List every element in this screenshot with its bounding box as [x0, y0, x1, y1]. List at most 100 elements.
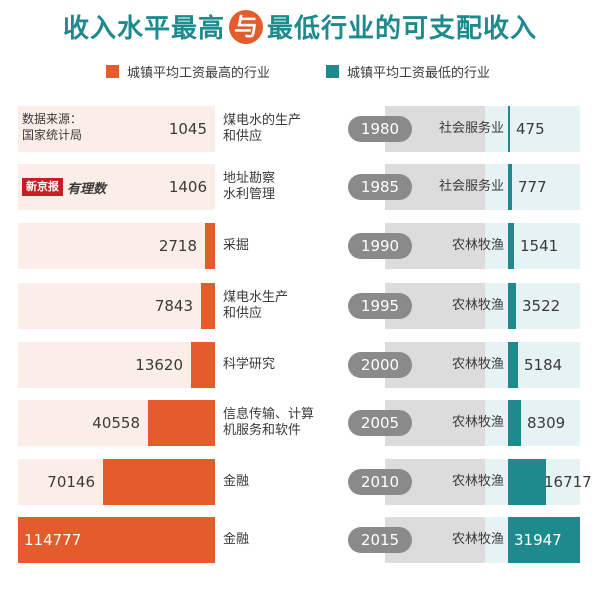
- low-value-label: 1541: [520, 237, 559, 255]
- high-value-label: 7843: [154, 297, 193, 315]
- high-bar: [201, 283, 215, 329]
- low-bar: [508, 400, 521, 446]
- low-bar-track: [508, 106, 580, 152]
- low-bar-track-start: [485, 106, 508, 152]
- low-bar-track-start: [485, 283, 508, 329]
- high-value-label: 2718: [158, 237, 197, 255]
- high-industry-label: 信息传输、计算 机服务和软件: [223, 400, 363, 446]
- low-industry-label: 农林牧渔: [451, 357, 504, 372]
- low-bar: [508, 459, 546, 505]
- chart-row: 1045 475 煤电水的生产 和供应 社会服务业 1980 数据来源： 国家统计局: [18, 106, 580, 152]
- low-value-label: 777: [518, 178, 547, 196]
- high-industry-line: 机服务和软件: [223, 423, 302, 438]
- legend-low: 城镇平均工资最低的行业: [326, 62, 490, 81]
- low-industry-label: 农林牧渔: [451, 238, 504, 253]
- publisher-logo-brand: 新京报: [22, 178, 63, 196]
- high-bar: [191, 342, 215, 388]
- legend-high-swatch: [106, 65, 119, 78]
- high-industry-line: 科学研究: [223, 357, 276, 372]
- low-bar: [508, 223, 514, 269]
- high-value-label: 1406: [168, 178, 207, 196]
- low-industry-label: 农林牧渔: [451, 298, 504, 313]
- low-bar: [508, 342, 518, 388]
- high-industry-label: 煤电水的生产 和供应: [223, 106, 363, 152]
- low-industry-label: 社会服务业: [438, 121, 504, 136]
- high-bar-track: [18, 283, 215, 329]
- high-industry-label: 科学研究: [223, 342, 363, 388]
- low-value-label: 16717: [544, 473, 592, 491]
- high-bar: [148, 400, 215, 446]
- high-industry-label: 煤电水生产 和供应: [223, 283, 363, 329]
- low-bar: [508, 283, 516, 329]
- high-industry-line: 和供应: [223, 129, 263, 144]
- high-value-label: 114777: [24, 531, 82, 549]
- high-bar-track: [18, 342, 215, 388]
- chart-row: 1406 777 地址勘察 水利管理 社会服务业 1985 新京报 有理数: [18, 164, 580, 210]
- low-bar-track-start: [485, 164, 508, 210]
- year-badge: 1995: [348, 293, 412, 319]
- high-value-label: 13620: [135, 356, 183, 374]
- high-value-label: 40558: [92, 414, 140, 432]
- low-bar-track-start: [485, 517, 508, 563]
- title-amp-badge: 与: [229, 9, 263, 44]
- high-industry-line: 采掘: [223, 238, 250, 253]
- high-industry-line: 金融: [223, 474, 250, 489]
- title-left: 收入水平最高: [62, 14, 225, 44]
- data-source-line2: 国家统计局: [22, 128, 83, 142]
- low-bar-track: [508, 223, 580, 269]
- high-industry-line: 煤电水的生产: [223, 113, 302, 128]
- high-industry-line: 信息传输、计算: [223, 407, 315, 422]
- low-bar-track: [508, 164, 580, 210]
- low-bar-track: [508, 283, 580, 329]
- low-bar-track-start: [485, 223, 508, 269]
- year-badge: 1985: [348, 174, 412, 200]
- high-bar-track: [18, 223, 215, 269]
- chart-row: 7843 3522 煤电水生产 和供应 农林牧渔 1995: [18, 283, 580, 329]
- low-value-label: 31947: [514, 531, 562, 549]
- publisher-logo-sub: 有理数: [67, 181, 107, 197]
- chart-row: 70146 16717 金融 农林牧渔 2010: [18, 459, 592, 505]
- legend-low-label: 城镇平均工资最低的行业: [347, 66, 491, 81]
- legend-low-swatch: [326, 65, 339, 78]
- year-badge: 2015: [348, 527, 412, 553]
- title-right: 最低行业的可支配收入: [267, 14, 538, 44]
- data-source-note: 数据来源： 国家统计局: [22, 111, 82, 143]
- chart-title: 收入水平最高与最低行业的可支配收入: [0, 8, 600, 48]
- low-bar: [508, 517, 580, 563]
- high-value-label: 70146: [47, 473, 95, 491]
- low-value-label: 5184: [524, 356, 563, 374]
- low-value-label: 3522: [522, 297, 561, 315]
- low-bar-track-start: [485, 342, 508, 388]
- high-industry-label: 金融: [223, 459, 363, 505]
- year-badge: 1980: [348, 116, 412, 142]
- low-bar-track-start: [485, 459, 508, 505]
- low-value-label: 475: [516, 120, 545, 138]
- high-industry-label: 采掘: [223, 223, 363, 269]
- legend-high-label: 城镇平均工资最高的行业: [127, 66, 271, 81]
- chart-row: 40558 8309 信息传输、计算 机服务和软件 农林牧渔 2005: [18, 400, 580, 446]
- chart-row: 114777 31947 金融 农林牧渔 2015: [18, 517, 580, 563]
- high-industry-label: 金融: [223, 517, 363, 563]
- low-industry-label: 农林牧渔: [451, 474, 504, 489]
- year-badge: 2005: [348, 410, 412, 436]
- high-value-label: 1045: [168, 120, 207, 138]
- legend: 城镇平均工资最高的行业 城镇平均工资最低的行业: [0, 62, 600, 82]
- high-bar: [205, 223, 215, 269]
- high-industry-line: 水利管理: [223, 187, 276, 202]
- data-source-line1: 数据来源：: [22, 112, 83, 126]
- high-bar-track: [18, 106, 215, 152]
- year-badge: 2000: [348, 352, 412, 378]
- low-bar: [508, 106, 510, 152]
- high-industry-line: 地址勘察: [223, 171, 276, 186]
- low-bar-track: [508, 342, 580, 388]
- high-bar: [18, 517, 215, 563]
- high-industry-label: 地址勘察 水利管理: [223, 164, 363, 210]
- high-bar: [103, 459, 215, 505]
- low-bar: [508, 164, 512, 210]
- low-bar-track-start: [485, 400, 508, 446]
- year-badge: 2010: [348, 469, 412, 495]
- chart-row: 13620 5184 科学研究 农林牧渔 2000: [18, 342, 580, 388]
- publisher-logo: 新京报 有理数: [22, 178, 107, 197]
- legend-high: 城镇平均工资最高的行业: [106, 62, 270, 81]
- high-industry-line: 金融: [223, 532, 250, 547]
